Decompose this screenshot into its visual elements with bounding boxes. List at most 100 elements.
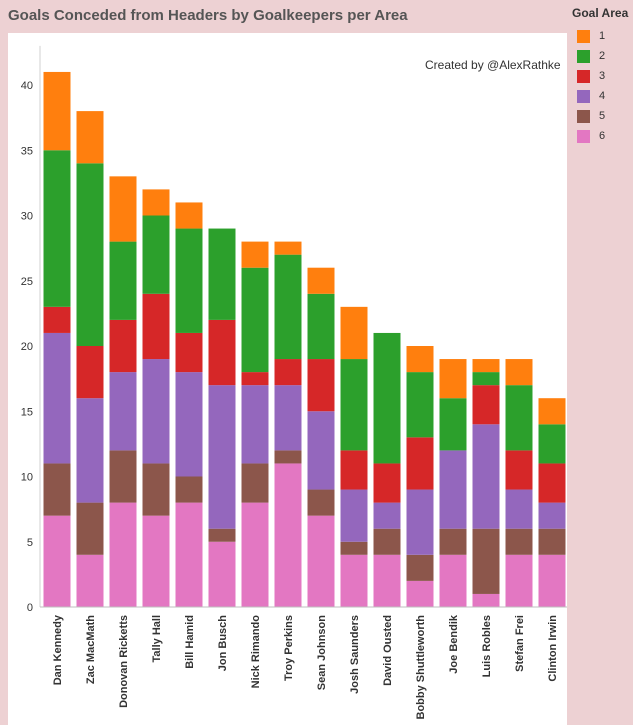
y-tick-label: 35 <box>21 145 33 157</box>
bar-segment-area-1 <box>142 189 170 216</box>
x-tick-label: Jon Busch <box>217 615 229 672</box>
x-tick-label: Tally Hall <box>151 615 163 662</box>
bar-segment-area-5 <box>406 554 434 581</box>
legend-label: 4 <box>599 90 606 102</box>
bar-segment-area-5 <box>373 528 401 555</box>
x-tick-label: Bobby Shuttleworth <box>415 615 427 720</box>
bar-segment-area-6 <box>274 463 302 607</box>
x-tick-label: Luis Robles <box>481 615 493 677</box>
bar-segment-area-6 <box>373 554 401 607</box>
legend-swatch <box>577 89 590 103</box>
bar-segment-area-6 <box>241 502 269 607</box>
legend-item-4[interactable]: 4 <box>572 86 628 106</box>
x-axis: Dan Kennedy Zac MacMath Donovan Ricketts Ta… <box>40 606 567 720</box>
y-axis: 0 5 10 15 20 25 30 35 40 <box>21 45 41 614</box>
bar-segment-area-5 <box>142 463 170 516</box>
bar-segment-area-5 <box>274 450 302 464</box>
bar-segment-area-4 <box>109 372 137 451</box>
bar-segment-area-2 <box>340 359 368 451</box>
bar-segment-area-4 <box>175 372 203 477</box>
legend-label: 6 <box>599 130 606 142</box>
bar-segment-area-6 <box>109 502 137 607</box>
x-tick-label: Stefan Frei <box>514 615 526 672</box>
bar-segment-area-5 <box>208 528 236 542</box>
legend-item-2[interactable]: 2 <box>572 46 628 66</box>
legend-swatch <box>577 129 590 143</box>
legend-label: 3 <box>599 70 606 82</box>
bar-segment-area-4 <box>406 489 434 555</box>
bar-segment-area-6 <box>472 593 500 607</box>
bar-segment-area-1 <box>472 359 500 373</box>
bar-segment-area-3 <box>373 463 401 503</box>
bar-segment-area-5 <box>175 476 203 503</box>
bar-segment-area-6 <box>340 554 368 607</box>
bar-segment-area-1 <box>241 241 269 268</box>
bar-segment-area-3 <box>175 332 203 373</box>
bar-segment-area-5 <box>307 489 335 516</box>
legend: Goal Area 1 2 3 4 5 6 <box>572 6 628 146</box>
bar-segment-area-4 <box>505 489 533 529</box>
x-tick-label: Sean Johnson <box>316 615 328 690</box>
legend-item-3[interactable]: 3 <box>572 66 628 86</box>
legend-item-1[interactable]: 1 <box>572 26 628 46</box>
bar-segment-area-3 <box>472 385 500 425</box>
bar-segment-area-4 <box>241 385 269 464</box>
bar-segment-area-4 <box>439 450 467 529</box>
bar-segment-area-2 <box>175 228 203 333</box>
legend-item-5[interactable]: 5 <box>572 106 628 126</box>
bar-segment-area-6 <box>175 502 203 607</box>
y-tick-label: 40 <box>21 80 33 92</box>
bar-segment-area-2 <box>406 372 434 438</box>
bar-segment-area-1 <box>406 346 434 373</box>
bar-segment-area-4 <box>538 502 566 529</box>
bar-segment-area-3 <box>307 359 335 412</box>
y-tick-label: 0 <box>27 602 33 614</box>
bars <box>43 71 566 607</box>
bar-segment-area-6 <box>406 580 434 607</box>
x-tick-label: Bill Hamid <box>184 615 196 669</box>
bar-segment-area-2 <box>472 372 500 386</box>
bar-segment-area-1 <box>505 359 533 386</box>
bar-segment-area-3 <box>340 450 368 490</box>
bar-segment-area-2 <box>439 398 467 451</box>
bar-segment-area-6 <box>142 515 170 607</box>
bar-segment-area-4 <box>43 332 71 464</box>
bar-segment-area-6 <box>538 554 566 607</box>
bar-segment-area-3 <box>76 346 104 399</box>
y-tick-label: 20 <box>21 341 33 353</box>
bar-segment-area-2 <box>142 215 170 294</box>
legend-label: 5 <box>599 110 606 122</box>
bar-segment-area-1 <box>76 111 104 164</box>
bar-segment-area-3 <box>538 463 566 503</box>
chart-title: Goals Conceded from Headers by Goalkeepe… <box>8 7 408 24</box>
legend-swatch <box>577 49 590 63</box>
bar-segment-area-5 <box>43 463 71 516</box>
x-tick-label: David Ousted <box>382 615 394 686</box>
bar-segment-area-3 <box>142 293 170 360</box>
bar-segment-area-2 <box>76 163 104 346</box>
bar-segment-area-1 <box>439 359 467 399</box>
bar-segment-area-2 <box>241 267 269 373</box>
y-tick-label: 15 <box>21 406 33 418</box>
bar-segment-area-3 <box>109 319 137 373</box>
x-tick-label: Troy Perkins <box>283 615 295 681</box>
legend-item-6[interactable]: 6 <box>572 126 628 146</box>
bar-segment-area-5 <box>340 541 368 555</box>
bar-segment-area-4 <box>340 489 368 542</box>
bar-segment-area-4 <box>373 502 401 529</box>
x-tick-label: Josh Saunders <box>349 615 361 694</box>
y-tick-label: 10 <box>21 472 33 484</box>
bar-segment-area-6 <box>505 554 533 607</box>
bar-segment-area-1 <box>43 71 71 151</box>
bar-segment-area-1 <box>340 306 368 360</box>
bar-segment-area-4 <box>472 424 500 529</box>
bar-segment-area-4 <box>274 385 302 451</box>
bar-segment-area-2 <box>373 332 401 464</box>
bar-segment-area-3 <box>241 372 269 386</box>
bar-segment-area-3 <box>43 306 71 333</box>
bar-segment-area-4 <box>142 359 170 464</box>
legend-items: 1 2 3 4 5 6 <box>572 26 628 146</box>
bar-segment-area-6 <box>307 515 335 607</box>
bar-segment-area-6 <box>76 554 104 607</box>
